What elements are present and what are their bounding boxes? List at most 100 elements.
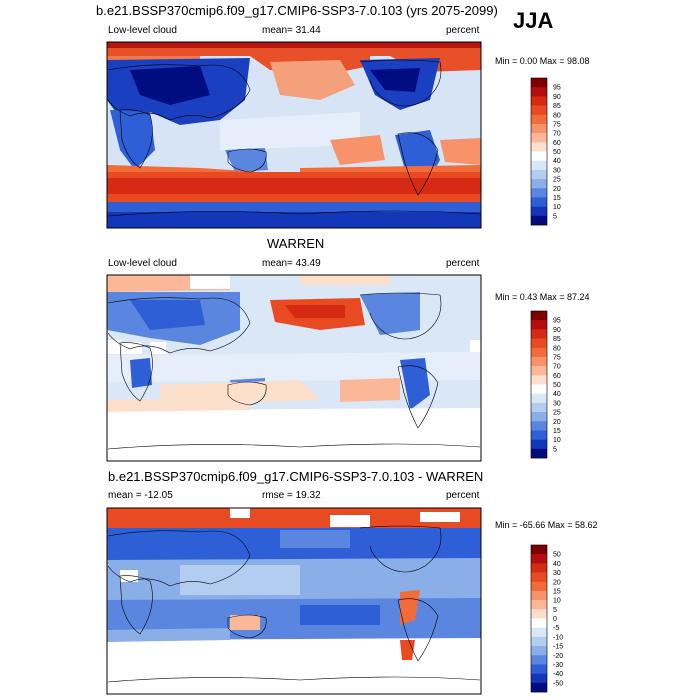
panel-2-variable-label: Low-level cloud — [108, 258, 177, 269]
colorbar-1-swatch — [531, 133, 547, 143]
coastlines — [107, 59, 481, 683]
panel-1-title: b.e21.BSSP370cmip6.f09_g17.CMIP6-SSP3-7.… — [96, 3, 498, 18]
map-model-frame — [106, 41, 482, 229]
colorbar-2-swatch — [531, 338, 547, 349]
colorbar-2-tick-label: 25 — [553, 410, 561, 417]
colorbar-2-swatch — [531, 421, 547, 431]
colorbar-3-swatch — [531, 636, 547, 647]
panel-2-minmax: Min = 0.43 Max = 87.24 — [495, 292, 590, 302]
colorbar-1-tick-label: 10 — [553, 204, 561, 211]
panel-2-mean-label: mean= 43.49 — [262, 258, 321, 269]
colorbar-2-swatch — [531, 430, 547, 440]
colorbar-1-swatch — [531, 197, 547, 207]
panel-1-variable-label: Low-level cloud — [108, 25, 177, 36]
colorbar-1-tick-label: 70 — [553, 131, 561, 138]
colorbar-1-swatch — [531, 160, 547, 171]
colorbar-3-frame — [530, 544, 548, 693]
colorbar-2-swatch — [531, 375, 547, 385]
colorbar-3-tick-label: 15 — [553, 588, 561, 595]
panel-3-title: b.e21.BSSP370cmip6.f09_g17.CMIP6-SSP3-7.… — [108, 469, 484, 484]
colorbar-2-frame — [530, 310, 548, 459]
colorbar-1-swatch — [531, 87, 547, 97]
colorbar-1-tick-label: 20 — [553, 186, 561, 193]
colorbar-2-tick-label: 70 — [553, 364, 561, 371]
colorbar-3-tick-label: -30 — [553, 662, 563, 669]
colorbar-1-swatch — [531, 142, 547, 152]
colorbar-2-swatch — [531, 356, 547, 367]
colorbar-3-tick-label: 30 — [553, 570, 561, 577]
map-model — [107, 42, 481, 228]
panel-1-mean-label: mean= 31.44 — [262, 25, 321, 36]
colorbar-1-swatch — [531, 206, 547, 217]
colorbar-3-swatch — [531, 646, 547, 656]
colorbar-2-tick-label: 80 — [553, 345, 561, 352]
map-diff-frame — [106, 507, 482, 695]
colorbar-1-tick-label: 95 — [553, 85, 561, 92]
colorbar-2-tick-label: 5 — [553, 446, 557, 453]
panel-2-title: WARREN — [267, 236, 325, 251]
colorbars: 9590858075706050403025201510595908580757… — [530, 77, 563, 693]
colorbar-3-tick-label: -20 — [553, 653, 563, 660]
colorbar-2-tick-label: 90 — [553, 327, 561, 334]
colorbar-2-swatch — [531, 320, 547, 330]
colorbar-2-tick-label: 95 — [553, 318, 561, 325]
colorbar-1-tick-label: 50 — [553, 149, 561, 156]
colorbar-3-tick-label: 40 — [553, 561, 561, 568]
colorbar-1-swatch — [531, 151, 547, 161]
colorbar-2-tick-label: 60 — [553, 373, 561, 380]
colorbar-1-swatch — [531, 215, 547, 226]
panel-3-mean-label: mean = -12.05 — [108, 490, 173, 501]
panel-3-rmse-label: rmse = 19.32 — [262, 490, 321, 501]
panel-2-units-label: percent — [446, 258, 480, 269]
colorbar-1-tick-label: 80 — [553, 112, 561, 119]
colorbar-2-tick-label: 10 — [553, 437, 561, 444]
colorbar-3-swatch — [531, 563, 547, 573]
colorbar-2-swatch — [531, 347, 547, 358]
colorbar-2-tick-label: 85 — [553, 336, 561, 343]
panel-1-units-label: percent — [446, 25, 480, 36]
colorbar-1-swatch — [531, 123, 547, 134]
colorbar-3-tick-label: -50 — [553, 680, 563, 687]
colorbar-1-tick-label: 30 — [553, 167, 561, 174]
colorbar-1-swatch — [531, 78, 547, 88]
colorbar-2-swatch — [531, 393, 547, 404]
colorbar-1-swatch — [531, 169, 547, 180]
map-diff — [107, 508, 481, 694]
map-obs-frame — [106, 274, 482, 462]
colorbar-3-swatch — [531, 664, 547, 674]
colorbar-1-tick-label: 40 — [553, 158, 561, 165]
colorbar-2-tick-label: 75 — [553, 354, 561, 361]
season-label: JJA — [513, 8, 554, 33]
colorbar-2-tick-label: 50 — [553, 382, 561, 389]
colorbar-3-swatch — [531, 673, 547, 684]
map-obs — [107, 275, 481, 461]
colorbar-1-tick-label: 5 — [553, 213, 557, 220]
colorbar-1-swatch — [531, 114, 547, 125]
colorbar-3-tick-label: -5 — [553, 625, 559, 632]
colorbar-2-swatch — [531, 329, 547, 339]
colorbar-3-tick-label: 10 — [553, 598, 561, 605]
colorbar-3-swatch — [531, 627, 547, 638]
colorbar-2-swatch — [531, 448, 547, 459]
colorbar-1-frame — [530, 77, 548, 226]
panel-3-units-label: percent — [446, 490, 480, 501]
colorbar-2-swatch — [531, 439, 547, 450]
colorbar-3-swatch — [531, 655, 547, 665]
colorbar-1-swatch — [531, 105, 547, 116]
colorbar-2-tick-label: 30 — [553, 400, 561, 407]
colorbar-3-swatch — [531, 545, 547, 555]
panel-1-minmax: Min = 0.00 Max = 98.08 — [495, 56, 590, 66]
colorbar-3-tick-label: 20 — [553, 579, 561, 586]
colorbar-3-swatch — [531, 581, 547, 592]
colorbar-1-tick-label: 75 — [553, 121, 561, 128]
colorbar-2-swatch — [531, 384, 547, 394]
colorbar-1-tick-label: 85 — [553, 103, 561, 110]
colorbar-3-swatch — [531, 572, 547, 583]
colorbar-2-tick-label: 40 — [553, 391, 561, 398]
colorbar-3-tick-label: 5 — [553, 607, 557, 614]
colorbar-3-tick-label: -10 — [553, 634, 563, 641]
colorbar-2-swatch — [531, 311, 547, 321]
colorbar-2-swatch — [531, 412, 547, 422]
colorbar-2-swatch — [531, 366, 547, 376]
colorbar-1-tick-label: 15 — [553, 195, 561, 202]
